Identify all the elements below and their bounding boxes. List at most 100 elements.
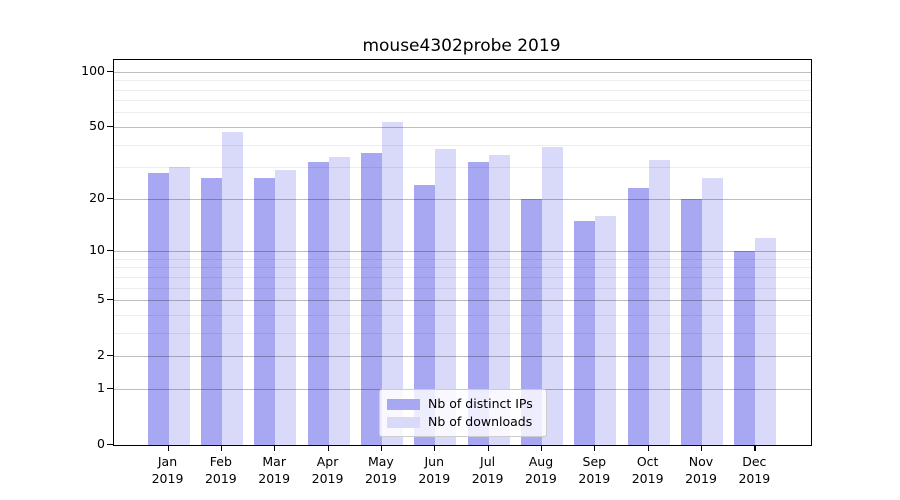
month-label: May (367, 454, 394, 469)
x-tick-mark-oct (647, 445, 649, 451)
month-label: Jun (424, 454, 445, 469)
x-tick-label-sep: Sep 2019 (578, 453, 610, 487)
bar-ips-sep (574, 220, 596, 445)
bar-downloads-sep (595, 215, 617, 445)
legend: Nb of distinct IPs Nb of downloads (379, 389, 547, 437)
year-label: 2019 (204, 471, 237, 486)
y-tick-mark-10 (107, 250, 113, 252)
x-tick-mark-jul (487, 445, 489, 451)
x-tick-mark-feb (220, 445, 223, 451)
x-tick-label-jul: Jul 2019 (472, 453, 504, 487)
bar-downloads-oct (648, 159, 670, 445)
bar-downloads-apr (328, 157, 350, 445)
x-tick-mark-mar (274, 445, 276, 451)
bar-ips-dec (734, 251, 756, 445)
month-label: Feb (209, 454, 232, 469)
x-axis: Jan 2019 Feb 2019 Mar 2019 Apr 2019 May 2019 Jun 20… (113, 453, 810, 493)
bar-ips-nov (681, 198, 702, 445)
y-tick-label-100: 100 (81, 62, 105, 78)
y-tick-label-5: 5 (97, 291, 105, 307)
bar-ips-mar (254, 178, 276, 445)
gridline-5 (114, 300, 811, 301)
gridline-90 (114, 80, 811, 82)
month-label: Jan (157, 454, 178, 469)
y-tick-label-20: 20 (89, 189, 105, 205)
legend-swatch-downloads (387, 416, 420, 428)
bar-downloads-may (381, 122, 403, 445)
legend-item-ips: Nb of distinct IPs (387, 396, 538, 412)
gridline-20 (114, 198, 811, 200)
bar-downloads-jul (488, 155, 510, 445)
year-label: 2019 (525, 471, 557, 486)
x-tick-mark-dec (754, 445, 756, 451)
month-label: Jul (480, 454, 496, 469)
x-tick-mark-sep (594, 445, 596, 451)
bar-ips-apr (307, 162, 329, 445)
x-tick-mark-jan (167, 445, 169, 451)
y-tick-label-10: 10 (89, 242, 105, 257)
y-tick-label-50: 50 (89, 117, 105, 133)
y-tick-mark-100 (107, 70, 113, 72)
gridline-30 (114, 167, 811, 169)
x-tick-mark-may (380, 445, 383, 451)
bar-ips-feb (200, 178, 222, 445)
month-label: Dec (742, 454, 767, 469)
gridline-10 (114, 251, 811, 252)
year-label: 2019 (738, 471, 771, 486)
gridline-9 (114, 258, 811, 260)
y-axis: 100 50 20 10 5 2 1 0 (0, 59, 105, 451)
y-tick-label-2: 2 (97, 347, 105, 363)
month-label: Aug (528, 454, 554, 469)
gridline-2 (114, 356, 811, 358)
gridline-8 (114, 267, 811, 269)
bar-downloads-jan (168, 167, 190, 445)
x-tick-mark-aug (540, 445, 543, 451)
bar-ips-jan (147, 172, 169, 445)
month-label: Apr (316, 454, 339, 469)
x-tick-label-aug: Aug 2019 (525, 453, 557, 487)
x-tick-label-nov: Nov 2019 (685, 453, 717, 487)
year-label: 2019 (151, 471, 184, 486)
year-label: 2019 (685, 471, 717, 486)
month-label: Sep (582, 454, 607, 469)
gridline-3 (114, 332, 811, 334)
month-label: Oct (636, 454, 659, 469)
bar-downloads-aug (541, 146, 563, 445)
x-tick-label-jun: Jun 2019 (418, 453, 450, 487)
bar-ips-may (360, 152, 382, 445)
month-label: Mar (262, 454, 286, 469)
y-tick-label-1: 1 (97, 379, 105, 395)
gridline-6 (114, 287, 811, 289)
year-label: 2019 (258, 471, 291, 486)
year-label: 2019 (471, 471, 504, 486)
legend-item-downloads: Nb of downloads (387, 414, 538, 430)
gridline-50 (114, 126, 811, 128)
x-tick-label-may: May 2019 (365, 453, 397, 487)
year-label: 2019 (311, 471, 344, 486)
x-tick-mark-apr (327, 445, 329, 451)
x-tick-mark-nov (701, 445, 703, 451)
year-label: 2019 (578, 471, 611, 486)
plot-area: Nb of distinct IPs Nb of downloads (113, 59, 812, 446)
y-tick-mark-50 (107, 125, 113, 128)
bar-downloads-dec (755, 237, 777, 445)
x-tick-mark-jun (434, 445, 436, 451)
gridline-80 (114, 89, 811, 91)
bar-downloads-feb (221, 131, 243, 445)
y-tick-label-0: 0 (97, 436, 105, 451)
bar-ips-aug (520, 198, 542, 445)
bar-downloads-nov (702, 178, 723, 445)
bar-ips-jun (414, 184, 436, 445)
x-tick-label-jan: Jan 2019 (152, 453, 184, 487)
month-label: Nov (688, 454, 714, 469)
x-tick-label-oct: Oct 2019 (632, 453, 664, 487)
y-tick-mark-2 (107, 355, 113, 357)
x-tick-label-dec: Dec 2019 (738, 453, 770, 487)
chart-title: mouse4302probe 2019 (362, 36, 561, 56)
gridline-100 (114, 71, 811, 73)
gridline-7 (114, 276, 811, 278)
legend-swatch-ips (387, 398, 420, 410)
y-tick-mark-1 (107, 387, 113, 390)
y-tick-mark-20 (107, 197, 113, 199)
